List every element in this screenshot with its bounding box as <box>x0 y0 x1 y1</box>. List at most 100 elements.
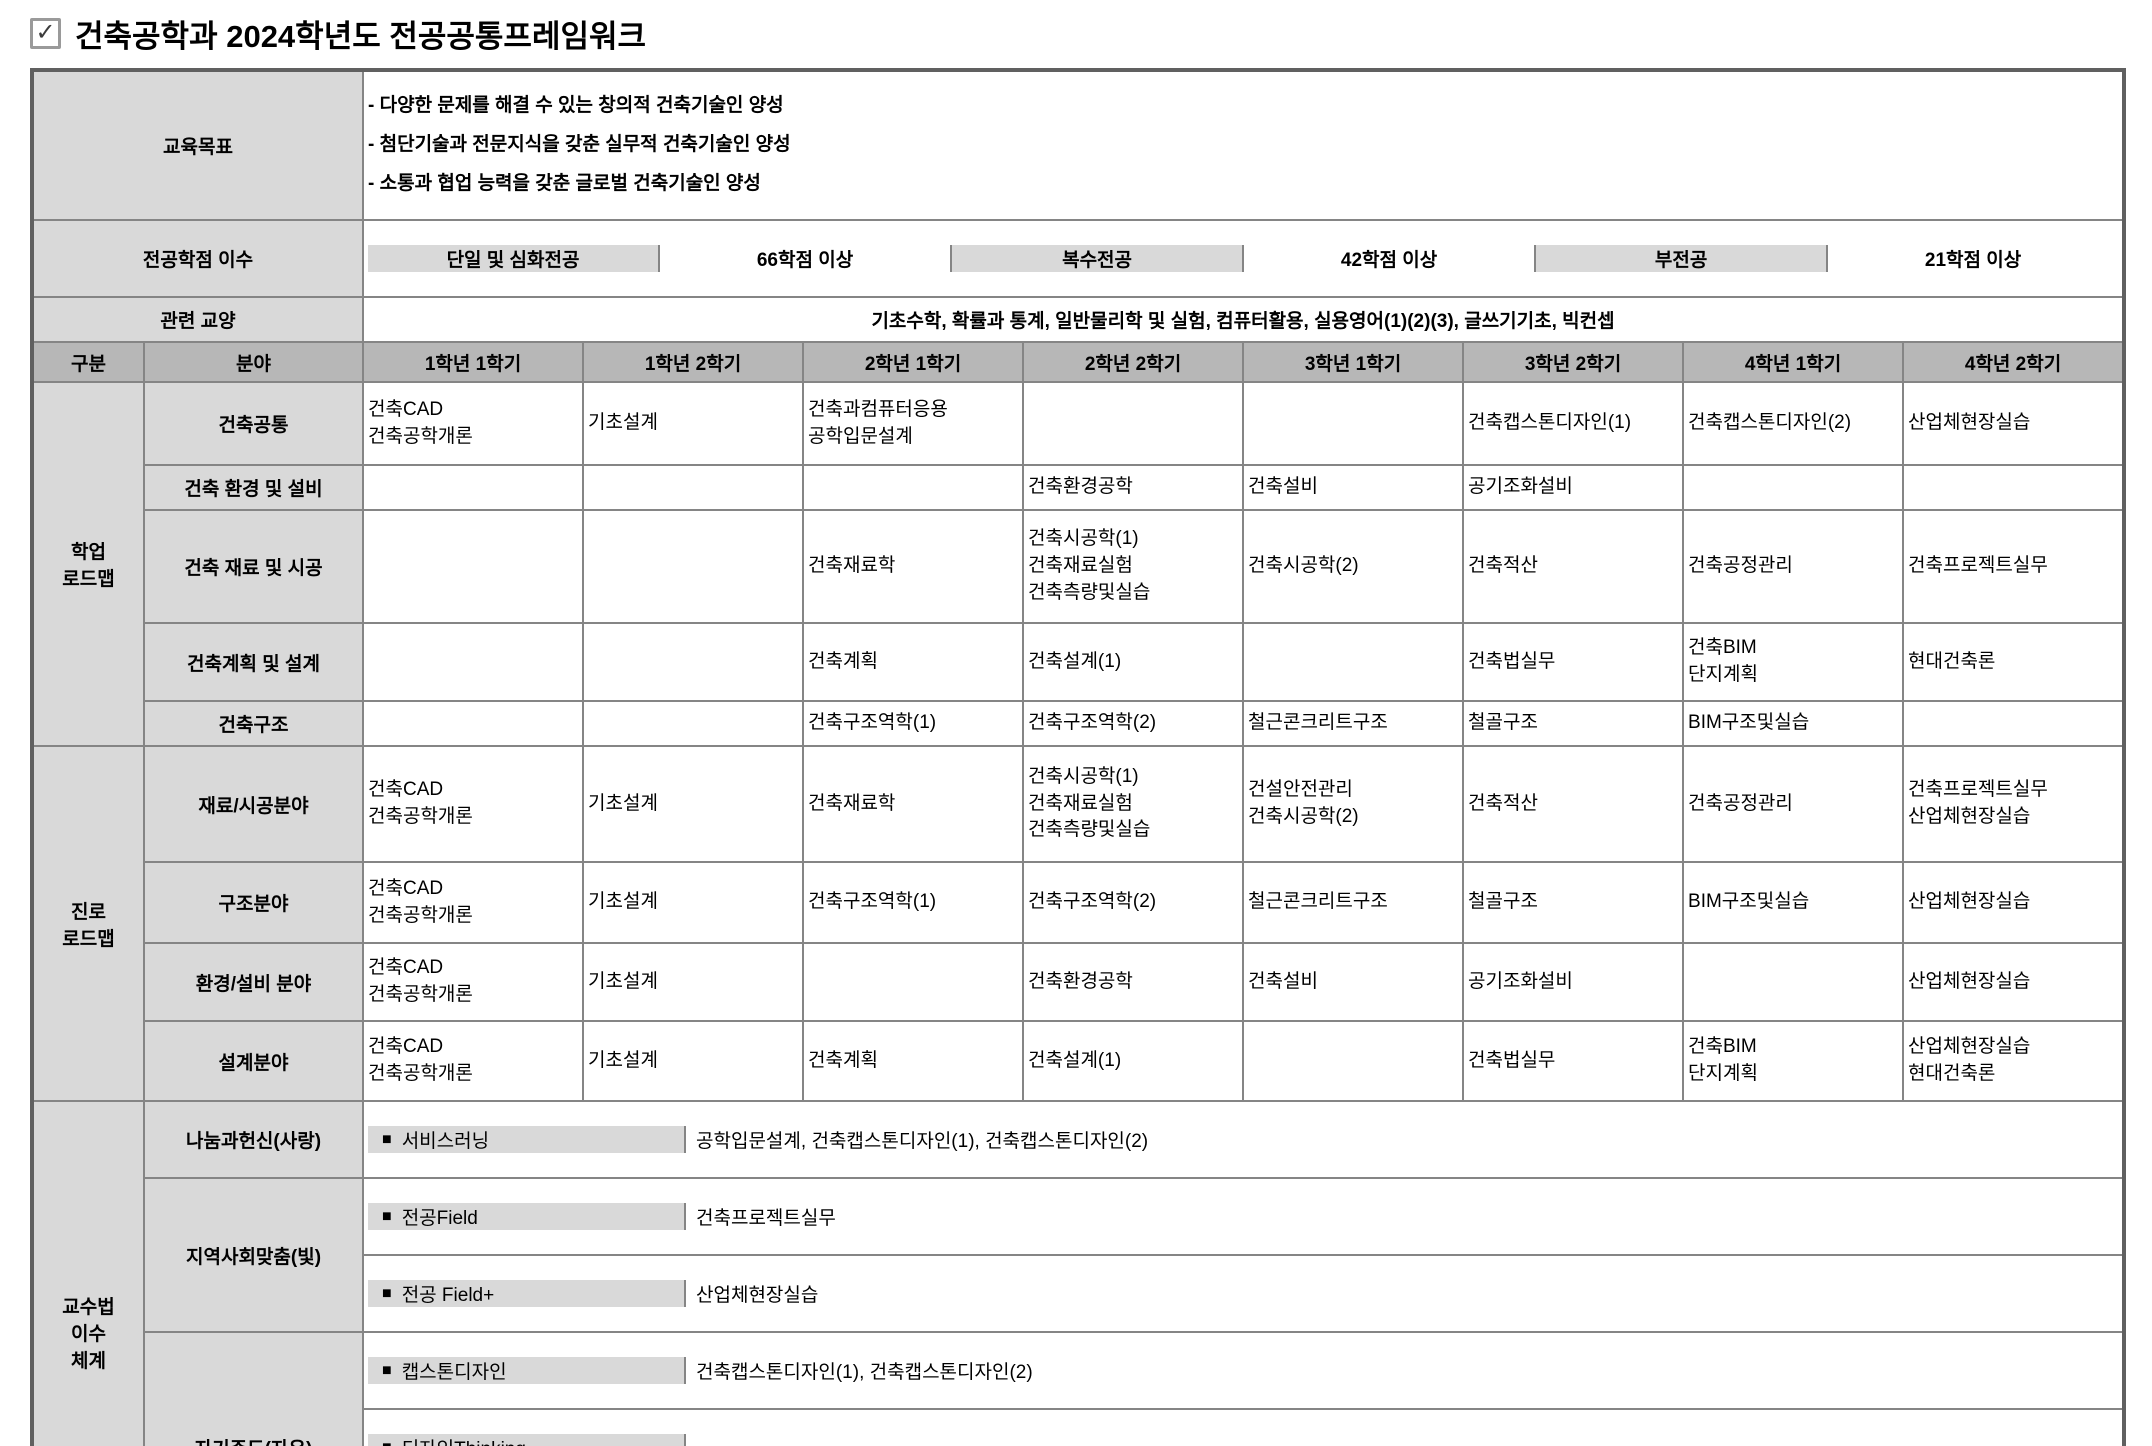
field-label: 건축 재료 및 시공 <box>142 509 365 624</box>
semester-header: 4학년 2학기 <box>1902 341 2126 383</box>
pedagogy-group-label: 교수법 이수 체계 <box>31 1100 145 1446</box>
course-cell <box>362 509 585 624</box>
course-cell: 현대건축론 <box>1902 622 2126 702</box>
credit-type: 단일 및 심화전공 <box>368 245 661 272</box>
course-cell: 건축재료학 <box>802 745 1025 863</box>
pedagogy-method-label: 디자인Thinking <box>402 1434 526 1446</box>
course-cell: 건축환경공학 <box>1022 942 1245 1022</box>
credit-value: 66학점 이상 <box>660 245 953 272</box>
pedagogy-method-value: ■ 디자인Thinking <box>362 1408 2126 1446</box>
course-cell <box>362 464 585 511</box>
major-credits-row: 전공학점 이수 단일 및 심화전공 66학점 이상 복수전공 42학점 이상 부… <box>30 219 2126 298</box>
square-bullet-icon: ■ <box>382 1284 392 1302</box>
career-row: 환경/설비 분야 건축CAD 건축공학개론 기초설계 건축환경공학 건축설비 공… <box>32 942 2126 1022</box>
academic-row: 건축계획 및 설계 건축계획 건축설계(1) 건축법실무 건축BIM 단지계획 … <box>32 622 2126 702</box>
course-cell: 건축설계(1) <box>1022 1020 1245 1102</box>
course-cell: 건축구조역학(2) <box>1022 700 1245 747</box>
pedagogy-row: ■ 디자인Thinking <box>32 1408 2126 1446</box>
pedagogy-method-courses <box>686 1434 2119 1446</box>
course-cell: 건축CAD 건축공학개론 <box>362 861 585 944</box>
course-cell <box>582 622 805 702</box>
course-cell <box>1682 464 1905 511</box>
course-cell: 건축재료학 <box>802 509 1025 624</box>
course-cell <box>582 509 805 624</box>
credit-value: 21학점 이상 <box>1828 245 2119 272</box>
career-row: 설계분야 건축CAD 건축공학개론 기초설계 건축계획 건축설계(1) 건축법실… <box>32 1020 2126 1102</box>
course-cell: 기초설계 <box>582 381 805 466</box>
pedagogy-method-label: 서비스러닝 <box>401 1131 490 1152</box>
pedagogy-row: ■ 전공 Field+ 산업체현장실습 <box>32 1254 2126 1333</box>
pedagogy-method-value: ■ 전공 Field+ 산업체현장실습 <box>362 1254 2126 1333</box>
course-cell: 건축CAD 건축공학개론 <box>362 942 585 1022</box>
square-bullet-icon: ■ <box>382 1439 392 1446</box>
pedagogy-row: 교수법 이수 체계 나눔과헌신(사랑) ■ 서비스러닝 공학입문설계, 건축캡스… <box>31 1100 2126 1446</box>
course-cell: 철골구조 <box>1462 700 1685 747</box>
course-cell: 기초설계 <box>582 942 805 1022</box>
header-gubun: 구분 <box>31 341 145 383</box>
credit-type: 부전공 <box>1536 245 1829 272</box>
academic-row: 건축구조 건축구조역학(1) 건축구조역학(2) 철근콘크리트구조 철골구조 B… <box>32 700 2126 747</box>
course-cell: 건축적산 <box>1462 509 1685 624</box>
liberal-arts-label: 관련 교양 <box>30 296 365 343</box>
pedagogy-method: ■ 서비스러닝 <box>368 1126 687 1153</box>
course-cell: 공기조화설비 <box>1462 464 1685 511</box>
course-cell <box>1682 942 1905 1022</box>
course-cell: 건축환경공학 <box>1022 464 1245 511</box>
course-cell <box>1022 381 1245 466</box>
course-cell: 건축과컴퓨터응용 공학입문설계 <box>802 381 1025 466</box>
pedagogy-category-label: 나눔과헌신(사랑) <box>142 1100 365 1179</box>
course-cell: 산업체현장실습 현대건축론 <box>1902 1020 2126 1102</box>
page-title: 건축공학과 2024학년도 전공공통프레임워크 <box>75 18 647 54</box>
semester-header: 1학년 2학기 <box>582 341 805 383</box>
education-goal-row: 교육목표 - 다양한 문제를 해결 수 있는 창의적 건축기술인 양성 - 첨단… <box>30 69 2126 221</box>
course-cell: BIM구조및실습 <box>1682 700 1905 747</box>
course-cell <box>1902 464 2126 511</box>
course-cell: 건축CAD 건축공학개론 <box>362 1020 585 1102</box>
course-cell: 건축캡스톤디자인(1) <box>1462 381 1685 466</box>
course-cell: 건축CAD 건축공학개론 <box>362 381 585 466</box>
course-cell: 건축공정관리 <box>1682 509 1905 624</box>
career-row: 구조분야 건축CAD 건축공학개론 기초설계 건축구조역학(1) 건축구조역학(… <box>32 861 2126 944</box>
course-cell: 건축구조역학(1) <box>802 861 1025 944</box>
semester-header: 3학년 2학기 <box>1462 341 1685 383</box>
semester-header: 2학년 1학기 <box>802 341 1025 383</box>
course-cell <box>582 464 805 511</box>
field-label: 구조분야 <box>142 861 365 944</box>
course-cell: 건축시공학(2) <box>1242 509 1465 624</box>
course-cell <box>582 700 805 747</box>
course-cell: 건축구조역학(1) <box>802 700 1025 747</box>
course-cell: 철근콘크리트구조 <box>1242 700 1465 747</box>
page-title-row: ✓ 건축공학과 2024학년도 전공공통프레임워크 <box>30 10 2152 56</box>
education-goal-label: 교육목표 <box>30 69 365 221</box>
education-goal-content: - 다양한 문제를 해결 수 있는 창의적 건축기술인 양성 - 첨단기술과 전… <box>362 69 2126 221</box>
course-cell: 건축시공학(1) 건축재료실험 건축측량및실습 <box>1022 745 1245 863</box>
course-cell: 기초설계 <box>582 1020 805 1102</box>
credit-type: 복수전공 <box>952 245 1245 272</box>
course-cell: 건축계획 <box>802 622 1025 702</box>
liberal-arts-row: 관련 교양 기초수학, 확률과 통계, 일반물리학 및 실험, 컴퓨터활용, 실… <box>30 296 2126 343</box>
course-cell: 건축CAD 건축공학개론 <box>362 745 585 863</box>
pedagogy-category-label: 자기주도(자유) <box>142 1331 365 1446</box>
course-cell <box>802 464 1025 511</box>
course-cell <box>1902 700 2126 747</box>
pedagogy-method-value: ■ 캡스톤디자인 건축캡스톤디자인(1), 건축캡스톤디자인(2) <box>362 1331 2126 1410</box>
course-cell: 건축프로젝트실무 <box>1902 509 2126 624</box>
academic-row: 학업 로드맵 건축공통 건축CAD 건축공학개론 기초설계 건축과컴퓨터응용 공… <box>31 381 2126 747</box>
course-cell: 건축적산 <box>1462 745 1685 863</box>
semester-header: 2학년 2학기 <box>1022 341 1245 383</box>
course-cell: 건축법실무 <box>1462 1020 1685 1102</box>
course-cell: 건축설비 <box>1242 464 1465 511</box>
pedagogy-row: 자기주도(자유) ■ 캡스톤디자인 건축캡스톤디자인(1), 건축캡스톤디자인(… <box>32 1331 2126 1446</box>
course-cell: 공기조화설비 <box>1462 942 1685 1022</box>
major-credits-cells: 단일 및 심화전공 66학점 이상 복수전공 42학점 이상 부전공 21학점 … <box>362 219 2126 298</box>
course-cell: 철골구조 <box>1462 861 1685 944</box>
course-cell: 산업체현장실습 <box>1902 942 2126 1022</box>
course-cell: 건축공정관리 <box>1682 745 1905 863</box>
career-roadmap-group-label: 진로 로드맵 <box>31 745 145 1102</box>
field-label: 재료/시공분야 <box>142 745 365 863</box>
pedagogy-method-courses: 건축캡스톤디자인(1), 건축캡스톤디자인(2) <box>686 1357 2119 1384</box>
course-cell: 건축BIM 단지계획 <box>1682 1020 1905 1102</box>
course-cell: 철근콘크리트구조 <box>1242 861 1465 944</box>
course-cell: 건축법실무 <box>1462 622 1685 702</box>
pedagogy-method-courses: 건축프로젝트실무 <box>686 1203 2119 1230</box>
